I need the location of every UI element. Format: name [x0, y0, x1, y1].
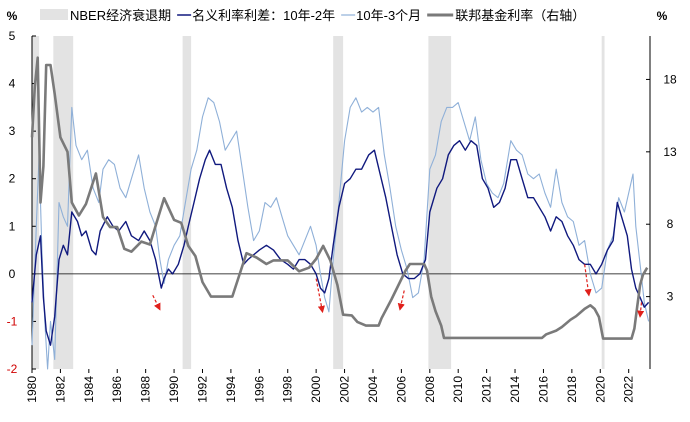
x-tick-label: 2014 [508, 376, 522, 403]
x-tick-label: 1996 [252, 376, 266, 403]
recession-band [32, 36, 40, 369]
annotation-arrow [315, 278, 325, 314]
left-tick-label: 1 [9, 219, 16, 233]
x-tick-label: 1990 [167, 376, 181, 403]
x-tick-label: 2022 [622, 376, 636, 403]
annotation-arrow [584, 264, 592, 297]
left-tick-label: -2 [7, 362, 18, 376]
annotation-arrow [397, 290, 405, 311]
left-tick-label: 2 [9, 172, 16, 186]
axes: 5 4 3 2 1 0 -1 -2% 18 13 8 3% 1980 1982 1984 1986 1988 19… [7, 9, 677, 403]
series-line-ffr [30, 56, 649, 340]
right-tick-label: 18 [663, 72, 677, 86]
annotations [152, 264, 645, 318]
recession-band [333, 36, 344, 369]
x-tick-label: 2010 [451, 376, 465, 403]
x-tick-label: 1992 [195, 376, 209, 403]
series-line-t10y3m [31, 97, 650, 370]
annotation-arrow [152, 294, 161, 311]
x-tick-label: 1994 [224, 376, 238, 403]
left-tick-label: 0 [9, 267, 16, 281]
x-tick-label: 1988 [139, 376, 153, 403]
legend: NBER经济衰退期 名义利率利差：10年-2年 10年-3个月 联邦基金利率（右轴） [40, 8, 585, 23]
left-tick-label: -1 [7, 314, 18, 328]
left-axis-unit: % [7, 9, 18, 23]
legend-swatch-recession [40, 9, 68, 20]
x-tick-label: 2008 [423, 376, 437, 403]
x-tick-label: 2020 [593, 376, 607, 403]
right-tick-label: 13 [663, 145, 677, 159]
x-tick-label: 1980 [25, 376, 39, 403]
series-lines [30, 56, 650, 370]
recession-band [428, 36, 452, 369]
left-tick-label: 3 [9, 124, 16, 138]
x-tick-label: 2006 [394, 376, 408, 403]
left-tick-label: 4 [9, 77, 16, 91]
annotation-arrow [637, 302, 645, 318]
x-tick-label: 1998 [281, 376, 295, 403]
x-tick-label: 2004 [366, 376, 380, 403]
recession-band [182, 36, 192, 369]
right-tick-label: 3 [667, 290, 674, 304]
x-tick-label: 2000 [309, 376, 323, 403]
right-axis-unit: % [657, 9, 668, 23]
legend-label-ffr: 联邦基金利率（右轴） [455, 8, 585, 23]
recession-bands [32, 36, 605, 369]
x-tick-label: 1982 [53, 376, 67, 403]
x-tick-label: 2016 [536, 376, 550, 403]
right-tick-label: 8 [667, 217, 674, 231]
x-tick-label: 2002 [338, 376, 352, 403]
legend-label-recession: NBER经济衰退期 [70, 8, 171, 23]
x-tick-label: 2018 [565, 376, 579, 403]
x-tick-label: 1986 [110, 376, 124, 403]
x-tick-label: 1984 [82, 376, 96, 403]
left-tick-label: 5 [9, 29, 16, 43]
legend-label-t10y3m: 10年-3个月 [356, 8, 421, 23]
legend-label-t10y2y: 名义利率利差：10年-2年 [192, 8, 335, 23]
x-tick-label: 2012 [480, 376, 494, 403]
recession-band [601, 36, 605, 369]
